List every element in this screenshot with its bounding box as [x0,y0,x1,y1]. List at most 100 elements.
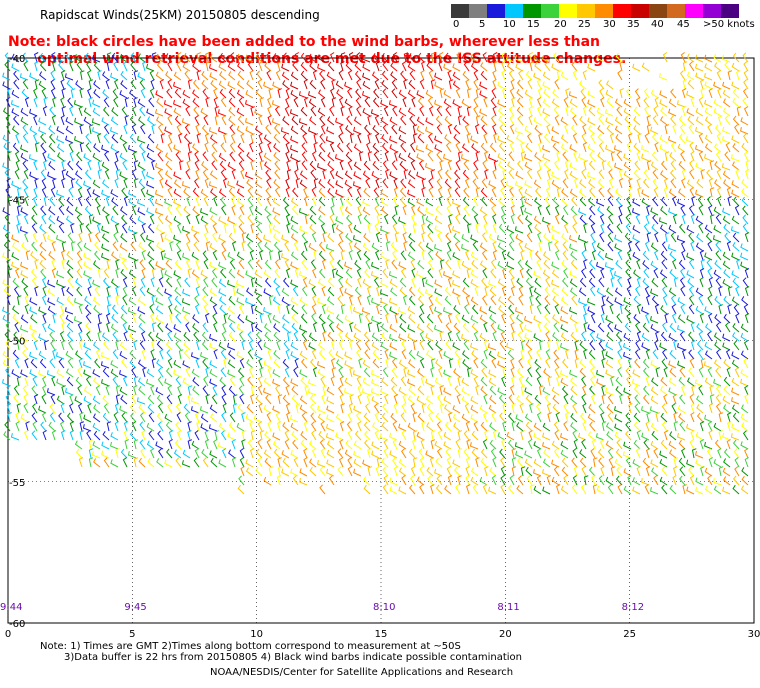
wind-barb [488,350,497,360]
wind-barb [346,142,353,153]
wind-barb [537,106,542,117]
wind-barb [595,433,605,441]
wind-barb [173,369,182,378]
wind-barb [554,205,560,216]
wind-barb [264,259,272,270]
wind-barb [589,358,596,369]
wind-barb [554,367,560,378]
wind-barb [300,125,308,135]
wind-barb [644,106,650,117]
wind-barb [596,107,605,117]
wind-barb [489,286,497,297]
wind-barb [398,486,407,495]
wind-barb [534,124,542,135]
wind-barb [209,207,218,216]
wind-barb [723,295,731,306]
wind-barb [344,81,353,90]
wind-barb [472,241,479,252]
wind-barb [79,430,85,441]
wind-barb [308,378,317,387]
wind-barb [515,307,524,315]
wind-barb [704,377,713,387]
wind-barb [250,430,256,441]
wind-barb [543,160,551,171]
wind-barb [187,142,193,153]
wind-barb [281,468,290,477]
wind-barb [614,234,623,243]
wind-barb [239,205,245,216]
wind-barb [237,115,245,126]
wind-barb [93,404,101,414]
wind-barb [407,189,416,198]
wind-barb [88,448,94,459]
wind-barb [268,250,274,261]
wind-barb [447,160,453,171]
wind-barb [434,377,443,387]
wind-barb [221,385,227,396]
wind-barb [560,369,569,378]
wind-barb [465,295,471,306]
wind-barb [156,359,164,369]
wind-barb [381,457,389,468]
wind-barb [668,108,677,117]
legend-label: 5 [479,19,486,30]
wind-barb [205,241,211,252]
wind-barb [381,142,389,153]
wind-barb [443,431,452,441]
wind-barb [582,124,587,135]
wind-barb [68,142,74,153]
wind-barb [22,385,29,396]
wind-barb [408,170,416,180]
wind-barb [668,224,677,234]
wind-barb [661,466,668,477]
wind-barb [365,313,371,324]
wind-barb [434,306,443,315]
wind-barb [740,369,749,378]
wind-barb [472,178,479,189]
wind-barb [570,205,578,216]
wind-barb [634,88,641,99]
wind-barb [155,332,164,342]
wind-barb [470,62,479,72]
wind-barb [186,214,191,225]
wind-barb [181,460,191,468]
wind-barb [552,295,560,306]
wind-barb [528,106,533,117]
wind-barb [337,448,344,459]
wind-barb [524,198,533,207]
wind-barb [516,278,524,288]
wind-barb [659,144,668,153]
wind-barb [669,484,677,495]
wind-barb [227,432,236,441]
wind-barb [744,385,749,396]
wind-barb [452,198,461,207]
wind-barb [194,448,200,459]
wind-barb [744,232,750,243]
wind-barb [39,242,47,252]
wind-barb [156,412,164,423]
wind-barb [299,170,308,180]
wind-barb [102,179,110,189]
wind-barb [169,241,174,252]
wind-barb [295,403,301,414]
wind-barb [348,250,353,261]
wind-barb [407,251,416,261]
wind-barb [556,70,562,81]
wind-barb [426,313,434,324]
wind-barb [435,205,443,216]
wind-barb [536,304,542,315]
wind-barb [480,457,488,468]
wind-barb [319,439,326,450]
wind-barb [318,349,326,360]
wind-barb [238,214,245,225]
wind-barb [554,430,560,441]
wind-barb [354,61,362,72]
wind-barb [232,403,238,414]
wind-barb [636,430,642,441]
wind-barb [600,97,605,108]
wind-barb [501,376,506,387]
wind-barb [623,342,632,351]
wind-barb [427,475,434,486]
wind-barb [120,395,128,405]
wind-barb [48,215,56,225]
